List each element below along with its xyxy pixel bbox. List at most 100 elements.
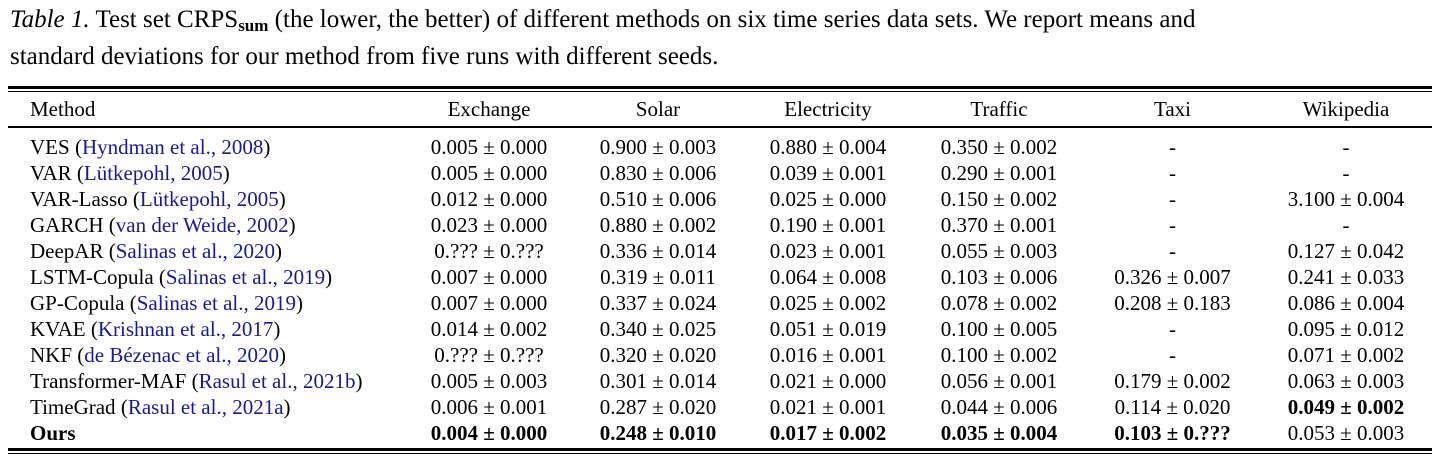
value-cell: 0.035 ± 0.004: [940, 421, 1058, 445]
value-cell: 0.??? ± 0.???: [434, 343, 544, 367]
value-cell: -: [1169, 213, 1176, 237]
value-cell: -: [1169, 187, 1176, 211]
table-row: GARCH (van der Weide, 2002) 0.023 ± 0.000…: [8, 212, 1432, 238]
method-name: Transformer-MAF: [30, 369, 187, 393]
value-cell: 0.021 ± 0.001: [769, 395, 887, 419]
table-top-rule: [8, 86, 1432, 92]
value-cell: 0.044 ± 0.006: [940, 395, 1058, 419]
table-row: DeepAR (Salinas et al., 2020) 0.??? ± 0.?…: [8, 238, 1432, 264]
value-cell: 0.340 ± 0.025: [599, 317, 717, 341]
value-cell: -: [1169, 135, 1176, 159]
value-cell: 0.241 ± 0.033: [1287, 265, 1405, 289]
value-cell: 3.100 ± 0.004: [1287, 187, 1405, 211]
value-cell: 0.005 ± 0.003: [430, 369, 548, 393]
citation-link[interactable]: Salinas et al., 2019: [136, 291, 296, 315]
value-cell: 0.190 ± 0.001: [769, 213, 887, 237]
caption-text-lead: Test set CRPS: [89, 6, 239, 33]
citation-link[interactable]: Rasul et al., 2021b: [198, 369, 356, 393]
col-header-method: Method: [8, 92, 405, 128]
results-table: Method Exchange Solar Electricity Traffi…: [8, 92, 1432, 448]
method-cell: VAR-Lasso (Lütkepohl, 2005): [30, 187, 286, 211]
method-name: GARCH: [30, 213, 104, 237]
table-row: VAR-Lasso (Lütkepohl, 2005) 0.012 ± 0.000…: [8, 186, 1432, 212]
value-cell: 0.025 ± 0.000: [769, 187, 887, 211]
method-name: TimeGrad: [30, 395, 116, 419]
method-name: NKF: [30, 343, 73, 367]
value-cell: 0.103 ± 0.???: [1114, 421, 1231, 445]
method-name: VAR: [30, 161, 72, 185]
header-row: Method Exchange Solar Electricity Traffi…: [8, 92, 1432, 128]
method-cell: NKF (de Bézenac et al., 2020): [30, 343, 287, 367]
method-name: KVAE: [30, 317, 86, 341]
table-row: KVAE (Krishnan et al., 2017) 0.014 ± 0.00…: [8, 316, 1432, 342]
value-cell: 0.014 ± 0.002: [430, 317, 548, 341]
method-cell: VES (Hyndman et al., 2008): [30, 135, 271, 159]
citation-link[interactable]: Hyndman et al., 2008: [81, 135, 264, 159]
col-header-solar: Solar: [573, 92, 743, 128]
value-cell: 0.064 ± 0.008: [769, 265, 887, 289]
value-cell: 0.100 ± 0.002: [940, 343, 1058, 367]
value-cell: 0.023 ± 0.001: [769, 239, 887, 263]
value-cell: 0.880 ± 0.002: [599, 213, 717, 237]
value-cell: 0.078 ± 0.002: [940, 291, 1058, 315]
value-cell: -: [1342, 161, 1350, 185]
citation-link[interactable]: Lütkepohl, 2005: [139, 187, 279, 211]
value-cell: 0.005 ± 0.000: [430, 135, 548, 159]
table-body: VES (Hyndman et al., 2008) 0.005 ± 0.000 0…: [8, 127, 1432, 448]
method-cell: Ours: [8, 420, 405, 448]
value-cell: 0.301 ± 0.014: [599, 369, 717, 393]
value-cell: 0.880 ± 0.004: [769, 135, 887, 159]
method-cell: LSTM-Copula (Salinas et al., 2019): [30, 265, 333, 289]
value-cell: 0.004 ± 0.000: [430, 421, 548, 445]
value-cell: 0.095 ± 0.012: [1287, 317, 1405, 341]
citation-link[interactable]: Salinas et al., 2020: [115, 239, 275, 263]
method-name: GP-Copula: [30, 291, 125, 315]
table-caption: Table 1. Test set CRPSsum (the lower, th…: [10, 4, 1436, 72]
citation-link[interactable]: Salinas et al., 2019: [165, 265, 326, 289]
value-cell: 0.326 ± 0.007: [1114, 265, 1231, 289]
value-cell: 0.290 ± 0.001: [940, 161, 1058, 185]
value-cell: 0.086 ± 0.004: [1287, 291, 1405, 315]
value-cell: 0.114 ± 0.020: [1114, 395, 1231, 419]
col-header-taxi: Taxi: [1085, 92, 1260, 128]
table-row: Transformer-MAF (Rasul et al., 2021b) 0.0…: [8, 368, 1432, 394]
value-cell: 0.006 ± 0.001: [430, 395, 548, 419]
method-name: VAR-Lasso: [30, 187, 128, 211]
method-name: DeepAR: [30, 239, 104, 263]
value-cell: -: [1169, 343, 1176, 367]
col-header-traffic: Traffic: [913, 92, 1085, 128]
col-header-electricity: Electricity: [743, 92, 913, 128]
value-cell: 0.063 ± 0.003: [1287, 369, 1405, 393]
method-cell: Transformer-MAF (Rasul et al., 2021b): [30, 369, 363, 393]
value-cell: -: [1342, 213, 1350, 237]
results-table-wrap: Method Exchange Solar Electricity Traffi…: [8, 86, 1432, 454]
method-cell: DeepAR (Salinas et al., 2020): [30, 239, 282, 263]
value-cell: 0.071 ± 0.002: [1287, 343, 1405, 367]
value-cell: 0.056 ± 0.001: [940, 369, 1058, 393]
value-cell: 0.350 ± 0.002: [940, 135, 1058, 159]
value-cell: 0.510 ± 0.006: [599, 187, 717, 211]
citation-link[interactable]: de Bézenac et al., 2020: [84, 343, 280, 367]
method-name: VES: [30, 135, 70, 159]
value-cell: 0.830 ± 0.006: [599, 161, 717, 185]
value-cell: 0.208 ± 0.183: [1114, 291, 1231, 315]
table-row: GP-Copula (Salinas et al., 2019) 0.007 ± …: [8, 290, 1432, 316]
value-cell: 0.049 ± 0.002: [1287, 395, 1405, 419]
col-header-exchange: Exchange: [405, 92, 573, 128]
value-cell: 0.007 ± 0.000: [430, 265, 548, 289]
citation-link[interactable]: Lütkepohl, 2005: [83, 161, 223, 185]
citation-link[interactable]: Rasul et al., 2021a: [127, 395, 284, 419]
citation-link[interactable]: Krishnan et al., 2017: [97, 317, 274, 341]
value-cell: 0.248 ± 0.010: [599, 421, 717, 445]
table-row: VAR (Lütkepohl, 2005) 0.005 ± 0.000 0.830 …: [8, 160, 1432, 186]
method-cell: KVAE (Krishnan et al., 2017): [30, 317, 281, 341]
value-cell: 0.320 ± 0.020: [599, 343, 717, 367]
value-cell: 0.039 ± 0.001: [769, 161, 887, 185]
value-cell: 0.005 ± 0.000: [430, 161, 548, 185]
value-cell: 0.336 ± 0.014: [599, 239, 717, 263]
method-name: Ours: [30, 421, 76, 445]
value-cell: -: [1342, 135, 1350, 159]
citation-link[interactable]: van der Weide, 2002: [115, 213, 289, 237]
value-cell: 0.017 ± 0.002: [769, 421, 887, 445]
